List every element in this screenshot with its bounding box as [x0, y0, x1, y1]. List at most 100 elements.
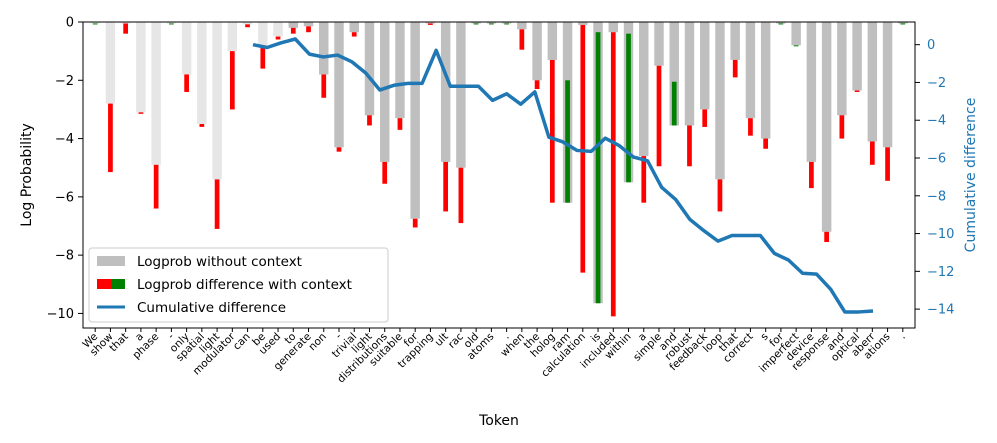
- diff-bar-49: [839, 115, 845, 139]
- base-bar-40: [699, 22, 710, 110]
- base-bar-9: [227, 22, 238, 52]
- base-bar-12: [273, 22, 283, 37]
- x-tick-label-16: -: [333, 330, 344, 341]
- diff-bar-8: [214, 179, 220, 229]
- diff-bar-19: [382, 161, 388, 184]
- y2-axis-label: Cumulative difference: [963, 98, 979, 253]
- y2-tick-label-5: −10: [927, 227, 954, 242]
- diff-bar-23: [443, 161, 449, 212]
- diff-bar-45: [778, 23, 784, 25]
- base-bar-14: [303, 22, 314, 27]
- base-bar-22: [425, 22, 436, 24]
- diff-bar-53: [900, 23, 906, 25]
- x-tick-label-5: -: [165, 330, 176, 341]
- y2-tick-label-4: −8: [927, 189, 946, 204]
- base-bar-16: [334, 22, 344, 148]
- diff-bar-48: [824, 231, 829, 243]
- base-bar-48: [821, 22, 832, 232]
- diff-bar-52: [885, 147, 890, 181]
- x-tick-label-15: non: [306, 331, 328, 353]
- base-bar-11: [258, 22, 268, 46]
- x-tick-label-2: that: [107, 331, 131, 355]
- diff-bar-28: [519, 29, 525, 50]
- base-bar-23: [440, 22, 451, 162]
- diff-bar-50: [854, 90, 860, 92]
- diff-bar-15: [321, 74, 327, 98]
- y-axis-label: Log Probability: [19, 123, 35, 226]
- diff-bar-9: [229, 51, 235, 110]
- y-tick-label-2: −4: [55, 132, 74, 147]
- diff-bar-29: [534, 80, 540, 90]
- diff-bar-31: [565, 80, 570, 203]
- legend: Logprob without context Logprob differen…: [88, 247, 389, 323]
- diff-bars: [92, 23, 906, 317]
- y2-tick-label-6: −12: [927, 265, 954, 280]
- diff-bar-30: [549, 59, 555, 203]
- base-bar-19: [379, 22, 390, 162]
- base-bar-6: [181, 22, 192, 75]
- diff-bar-7: [199, 124, 205, 127]
- diff-bar-34: [610, 32, 616, 317]
- diff-bar-10: [245, 24, 250, 28]
- diff-bar-33: [595, 32, 601, 304]
- base-bar-34: [608, 22, 619, 33]
- diff-bar-47: [809, 161, 814, 189]
- diff-bar-22: [428, 23, 433, 25]
- diff-bar-51: [869, 141, 875, 165]
- base-bar-15: [319, 22, 329, 75]
- legend-swatch-increase: [111, 279, 125, 289]
- base-bar-52: [882, 22, 893, 148]
- diff-bar-20: [397, 118, 403, 130]
- y2-tick-label-7: −14: [927, 303, 954, 318]
- diff-bar-0: [92, 23, 98, 25]
- diff-bar-44: [763, 138, 769, 149]
- base-bar-10: [242, 22, 253, 25]
- diff-bar-24: [458, 167, 464, 224]
- y-tick-label-4: −8: [55, 249, 74, 264]
- diff-bar-18: [367, 115, 372, 126]
- left-axis: 0 −2 −4 −6 −8 −10: [47, 16, 83, 322]
- y-tick-label-1: −2: [55, 74, 74, 89]
- base-bar-42: [730, 22, 740, 60]
- x-tick-label-10: can: [231, 331, 253, 353]
- base-bar-38: [669, 22, 679, 126]
- y-tick-label-3: −6: [55, 190, 74, 205]
- diff-bar-32: [580, 24, 586, 273]
- legend-label-base: Logprob without context: [137, 254, 302, 270]
- diff-bar-16: [336, 147, 342, 152]
- legend-label-cumulative: Cumulative difference: [137, 300, 286, 316]
- diff-bar-21: [412, 218, 418, 228]
- diff-bar-5: [169, 23, 174, 25]
- base-bar-26: [486, 22, 497, 24]
- diff-bar-39: [687, 125, 692, 167]
- legend-swatch-decrease: [97, 279, 111, 289]
- x-tick-label-53: .: [897, 331, 908, 342]
- legend-label-diff: Logprob difference with context: [137, 277, 352, 293]
- diff-bar-37: [656, 65, 662, 167]
- diff-bar-36: [641, 156, 647, 203]
- base-bar-36: [639, 22, 649, 157]
- base-bar-4: [151, 22, 161, 165]
- base-bar-50: [852, 22, 862, 91]
- base-bar-24: [456, 22, 466, 168]
- base-bar-25: [471, 22, 481, 24]
- diff-bar-13: [290, 27, 296, 34]
- base-bar-1: [105, 22, 116, 104]
- diff-bar-38: [671, 81, 677, 126]
- base-bar-2: [120, 22, 131, 24]
- base-bar-8: [212, 22, 222, 180]
- base-bar-13: [288, 22, 299, 28]
- base-bar-41: [715, 22, 725, 180]
- x-axis-label: Token: [478, 413, 519, 429]
- base-bar-44: [760, 22, 771, 139]
- diff-bar-6: [184, 74, 189, 92]
- base-bar-32: [578, 22, 588, 25]
- base-bar-28: [517, 22, 527, 30]
- base-bar-30: [547, 22, 558, 60]
- y2-tick-label-0: 0: [927, 38, 935, 53]
- diff-bar-14: [306, 26, 311, 33]
- diff-bar-40: [702, 109, 708, 127]
- diff-bar-11: [260, 45, 266, 69]
